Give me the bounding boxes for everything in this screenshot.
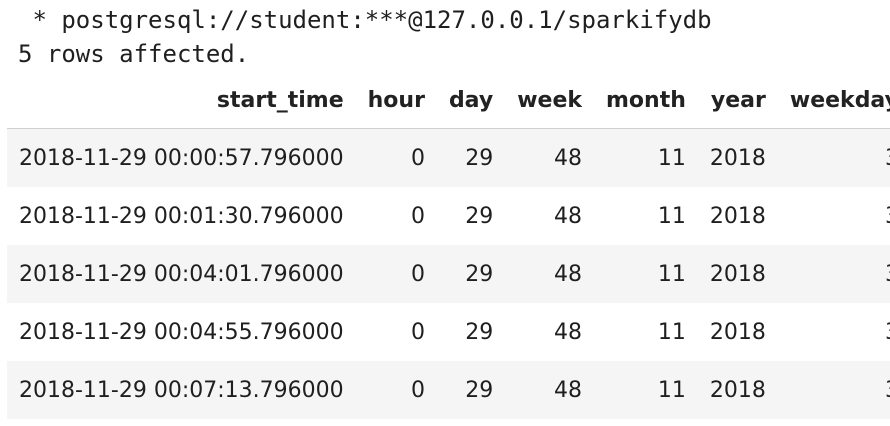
connection-string: * postgresql://student:***@127.0.0.1/spa… — [18, 6, 712, 34]
cell-month: 11 — [594, 128, 698, 187]
cell-day: 29 — [436, 303, 506, 361]
cell-hour: 0 — [355, 303, 437, 361]
cell-start-time: 2018-11-29 00:07:13.796000 — [7, 361, 356, 419]
rows-affected-text: 5 rows affected. — [18, 40, 250, 68]
column-header-start-time: start_time — [7, 72, 356, 129]
cell-day: 29 — [436, 128, 506, 187]
cell-weekday: 3 — [777, 187, 890, 245]
cell-week: 48 — [505, 245, 594, 303]
column-header-weekday: weekday — [777, 72, 890, 129]
cell-start-time: 2018-11-29 00:01:30.796000 — [7, 187, 356, 245]
table-row: 2018-11-29 00:01:30.796000 0 29 48 11 20… — [7, 187, 890, 245]
cell-month: 11 — [594, 361, 698, 419]
column-header-day: day — [436, 72, 506, 129]
cell-year: 2018 — [697, 361, 778, 419]
cell-hour: 0 — [355, 187, 437, 245]
cell-month: 11 — [594, 245, 698, 303]
cell-week: 48 — [505, 187, 594, 245]
column-header-week: week — [505, 72, 594, 129]
cell-week: 48 — [505, 361, 594, 419]
table-row: 2018-11-29 00:00:57.796000 0 29 48 11 20… — [7, 128, 890, 187]
cell-year: 2018 — [697, 187, 778, 245]
cell-year: 2018 — [697, 245, 778, 303]
cell-start-time: 2018-11-29 00:04:01.796000 — [7, 245, 356, 303]
table-row: 2018-11-29 00:07:13.796000 0 29 48 11 20… — [7, 361, 890, 419]
cell-start-time: 2018-11-29 00:04:55.796000 — [7, 303, 356, 361]
table-header-row: start_time hour day week month year week… — [7, 72, 890, 129]
cell-day: 29 — [436, 187, 506, 245]
column-header-month: month — [594, 72, 698, 129]
cell-hour: 0 — [355, 361, 437, 419]
cell-week: 48 — [505, 303, 594, 361]
cell-start-time: 2018-11-29 00:00:57.796000 — [7, 128, 356, 187]
cell-month: 11 — [594, 303, 698, 361]
cell-weekday: 3 — [777, 245, 890, 303]
cell-weekday: 3 — [777, 303, 890, 361]
cell-hour: 0 — [355, 128, 437, 187]
cell-hour: 0 — [355, 245, 437, 303]
cell-day: 29 — [436, 245, 506, 303]
cell-week: 48 — [505, 128, 594, 187]
cell-year: 2018 — [697, 303, 778, 361]
column-header-year: year — [697, 72, 778, 129]
table-row: 2018-11-29 00:04:55.796000 0 29 48 11 20… — [7, 303, 890, 361]
cell-year: 2018 — [697, 128, 778, 187]
table-row: 2018-11-29 00:04:01.796000 0 29 48 11 20… — [7, 245, 890, 303]
cell-month: 11 — [594, 187, 698, 245]
cell-weekday: 3 — [777, 361, 890, 419]
column-header-hour: hour — [355, 72, 437, 129]
cell-day: 29 — [436, 361, 506, 419]
query-result-table: start_time hour day week month year week… — [7, 72, 890, 419]
cell-weekday: 3 — [777, 128, 890, 187]
